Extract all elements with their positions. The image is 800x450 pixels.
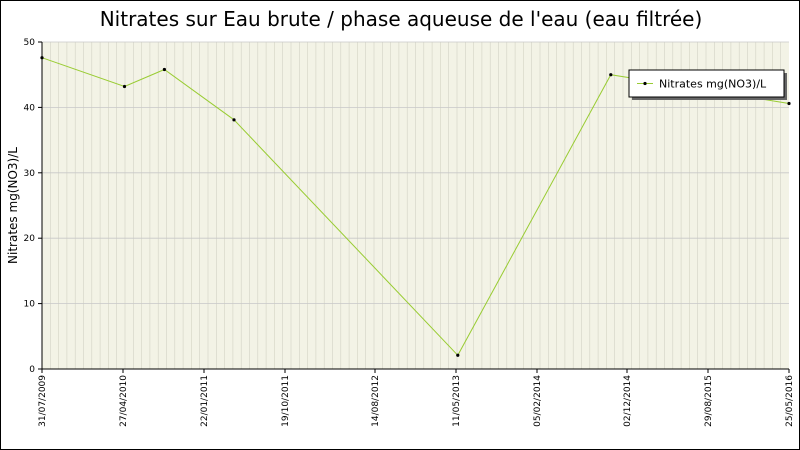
data-point [40,56,44,60]
y-tick-label: 20 [24,234,36,244]
series-layer [40,56,791,357]
data-point [232,118,236,122]
y-tick-label: 40 [24,103,36,113]
x-tick-label: 29/08/2015 [704,375,714,427]
data-point [609,73,613,77]
x-tick-label: 22/01/2011 [200,375,210,427]
data-point [787,101,791,106]
x-tick-label: 11/05/2013 [452,375,462,427]
chart-title: Nitrates sur Eau brute / phase aqueuse d… [100,7,703,31]
x-tick-label: 31/07/2009 [38,375,48,427]
data-point [456,353,460,357]
y-tick-label: 10 [24,300,36,310]
data-point [122,84,127,89]
x-tick-label: 02/12/2014 [623,375,633,427]
y-tick-label: 30 [24,169,36,179]
x-tick-label: 14/08/2012 [371,375,381,427]
data-point [162,67,166,72]
y-tick-label: 50 [24,38,36,48]
legend-box [628,69,785,98]
axes: 0 10 20 30 40 50 31/07/2009 27/04/2010 22/01/201… [24,38,795,427]
x-tick-label: 19/10/2011 [281,375,291,427]
legend-marker [643,81,647,86]
legend-entry: Nitrates mg(NO3)/L [659,78,767,91]
x-tick-label: 05/02/2014 [533,375,543,427]
x-tick-label: 25/05/2016 [785,375,795,427]
legend: Nitrates mg(NO3)/L [628,69,787,100]
x-tick-label: 27/04/2010 [119,375,129,427]
y-tick-label: 0 [29,365,35,375]
y-axis-label: Nitrates mg(NO3)/L [6,147,20,264]
